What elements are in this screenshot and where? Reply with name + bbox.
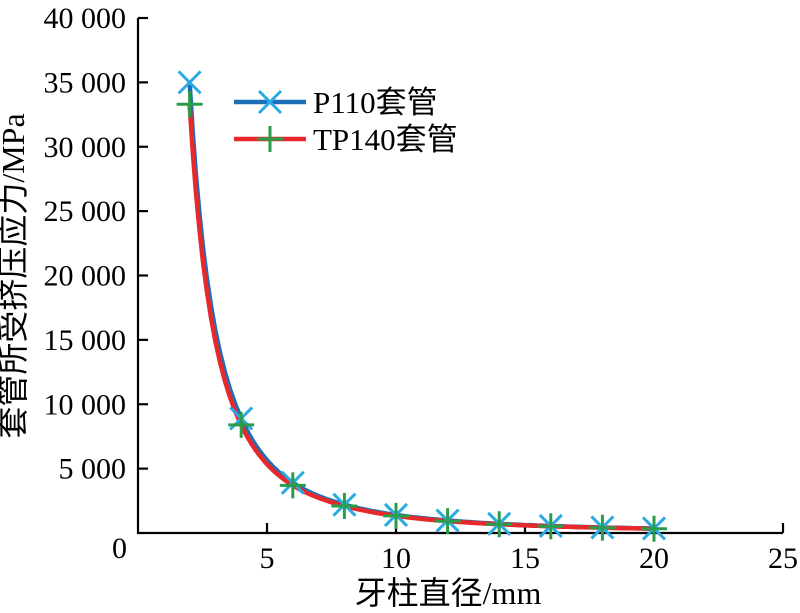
y-tick-label: 30 000 xyxy=(44,131,127,164)
y-tick-label: 20 000 xyxy=(44,260,127,293)
legend-label-p110: P110套管 xyxy=(313,85,438,120)
y-tick-label: 35 000 xyxy=(44,66,127,99)
legend-label-tp140: TP140套管 xyxy=(313,122,458,157)
y-tick-label: 25 000 xyxy=(44,195,127,228)
x-tick-label: 20 xyxy=(639,542,669,575)
x-tick-label: 25 xyxy=(768,542,798,575)
x-tick-label: 5 xyxy=(260,542,275,575)
y-tick-label: 40 000 xyxy=(44,2,127,35)
y-tick-label: 5 000 xyxy=(59,453,127,486)
legend-marker-p110-x xyxy=(257,89,283,115)
y-tick-label: 15 000 xyxy=(44,324,127,357)
y-tick-label: 10 000 xyxy=(44,388,127,421)
series-line-tp140 xyxy=(187,102,657,532)
y-axis-label: 套管所受挤压应力/MPa xyxy=(0,113,31,438)
axis-spine xyxy=(136,18,783,535)
x-tick-label: 15 xyxy=(510,542,540,575)
x-axis-label: 牙柱直径/mm xyxy=(355,575,542,611)
series-marker-p110-x xyxy=(177,70,202,95)
origin-tick-label: 0 xyxy=(112,532,127,565)
x-tick-label: 10 xyxy=(381,542,411,575)
